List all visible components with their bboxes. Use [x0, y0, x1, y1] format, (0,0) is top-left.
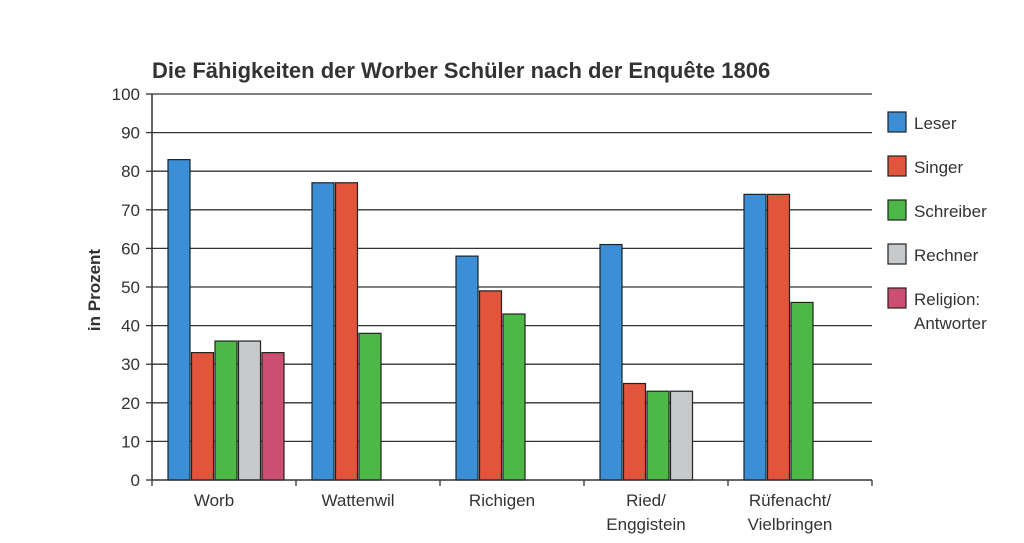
bar-leser [599, 243, 623, 481]
bar-singer [334, 182, 359, 481]
y-tick-label: 40 [121, 317, 140, 336]
legend-swatch [887, 287, 907, 309]
legend-swatch [887, 243, 907, 265]
y-tick-label: 70 [121, 201, 140, 220]
bar-singer [622, 382, 647, 481]
y-tick-label: 20 [121, 394, 140, 413]
bar-leser [311, 182, 335, 481]
y-tick-label: 10 [121, 432, 140, 451]
y-axis-label: in Prozent [85, 249, 104, 332]
y-tick-label: 100 [112, 85, 140, 104]
x-tick-label: Rüfenacht/Vielbringen [748, 491, 833, 534]
bar-schreiber [358, 332, 382, 481]
legend-label: Leser [914, 114, 957, 133]
y-tick-label: 50 [121, 278, 140, 297]
legend-swatch [887, 199, 907, 221]
bar-schreiber [790, 301, 814, 481]
y-tick-label: 60 [121, 239, 140, 258]
bar-leser [743, 193, 767, 481]
legend-label: Singer [914, 158, 963, 177]
x-tick-label: Richigen [469, 491, 535, 510]
bar-schreiber [646, 390, 670, 481]
bar-schreiber [214, 340, 238, 481]
x-tick-label: Ried/Enggistein [606, 491, 685, 534]
y-tick-label: 30 [121, 355, 140, 374]
legend-label: Schreiber [914, 202, 987, 221]
x-tick-label: Wattenwil [321, 491, 394, 510]
bar-schreiber [502, 313, 526, 481]
y-tick-label: 90 [121, 124, 140, 143]
bar-singer [190, 352, 215, 481]
legend-swatch [887, 111, 907, 133]
legend-label: Rechner [914, 246, 979, 265]
bar-singer [478, 290, 503, 481]
bar-singer [766, 193, 791, 481]
category-labels: Worb Wattenwil Richigen Ried/Enggistein Rüfe… [194, 491, 833, 534]
bar-rechner [669, 390, 694, 481]
bar-leser [455, 255, 479, 481]
y-axis-ticks: 0 10 20 30 40 50 60 70 80 90 100 [112, 85, 152, 490]
bar-rechner [237, 340, 262, 481]
bar-leser [167, 159, 191, 481]
bars [167, 159, 814, 481]
legend-label: Religion: Antworter [914, 290, 987, 333]
y-tick-label: 0 [131, 471, 140, 490]
axes [151, 94, 873, 486]
y-tick-label: 80 [121, 162, 140, 181]
legend: Leser Singer Schreiber Rechner Religion: Antw… [887, 111, 987, 333]
chart-title: Die Fähigkeiten der Worber Schüler nach … [152, 58, 770, 83]
x-tick-label: Worb [194, 491, 234, 510]
bar-religion-antworter [261, 352, 285, 481]
legend-swatch [887, 155, 907, 177]
